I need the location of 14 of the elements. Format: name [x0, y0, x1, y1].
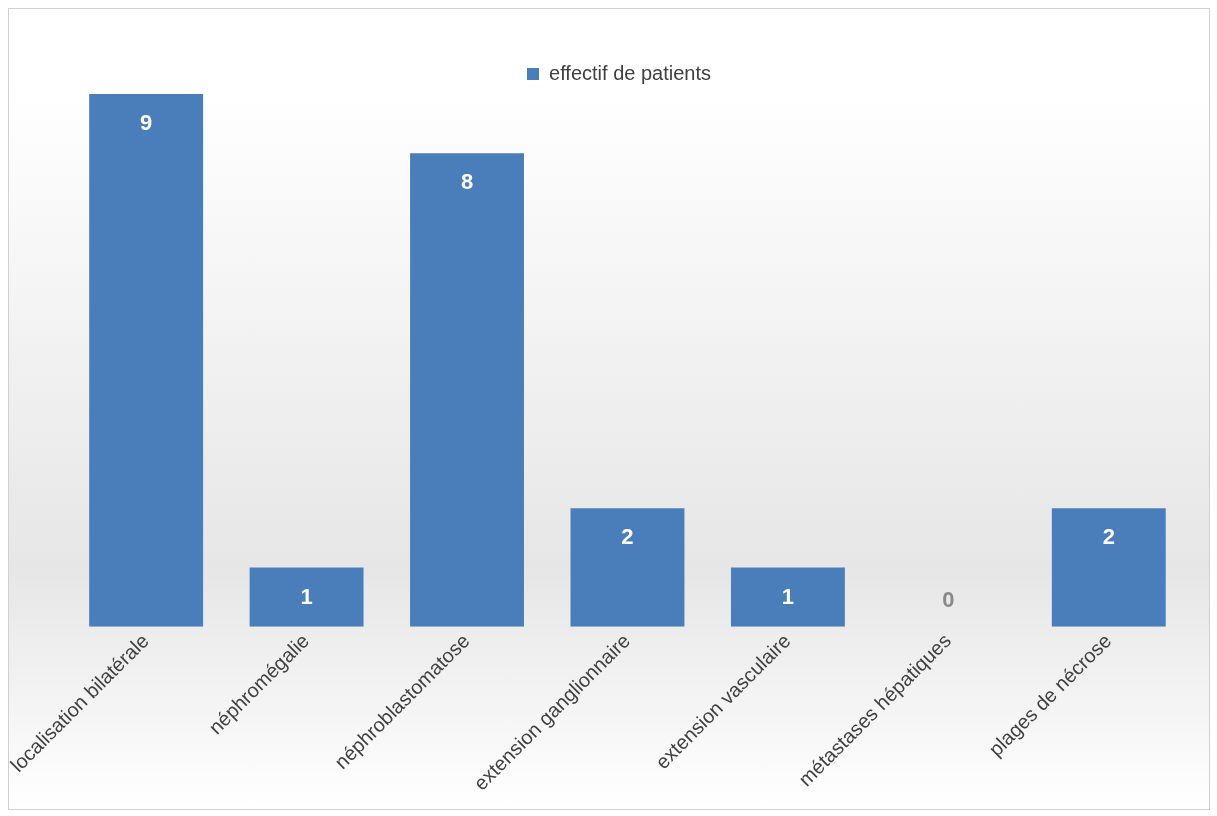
- data-label: 0: [942, 586, 955, 612]
- data-label: 2: [1102, 524, 1115, 550]
- bar: [1051, 508, 1166, 627]
- data-label: 1: [781, 583, 795, 609]
- bar: [730, 567, 845, 627]
- legend-label: effectif de patients: [549, 61, 711, 84]
- data-label: 9: [140, 110, 153, 136]
- data-label: 2: [621, 524, 634, 550]
- bar: [249, 567, 364, 627]
- bar: [570, 508, 685, 627]
- data-label: 1: [300, 583, 313, 609]
- bar: [89, 94, 204, 627]
- data-label: 8: [460, 169, 474, 195]
- bar: [410, 153, 524, 627]
